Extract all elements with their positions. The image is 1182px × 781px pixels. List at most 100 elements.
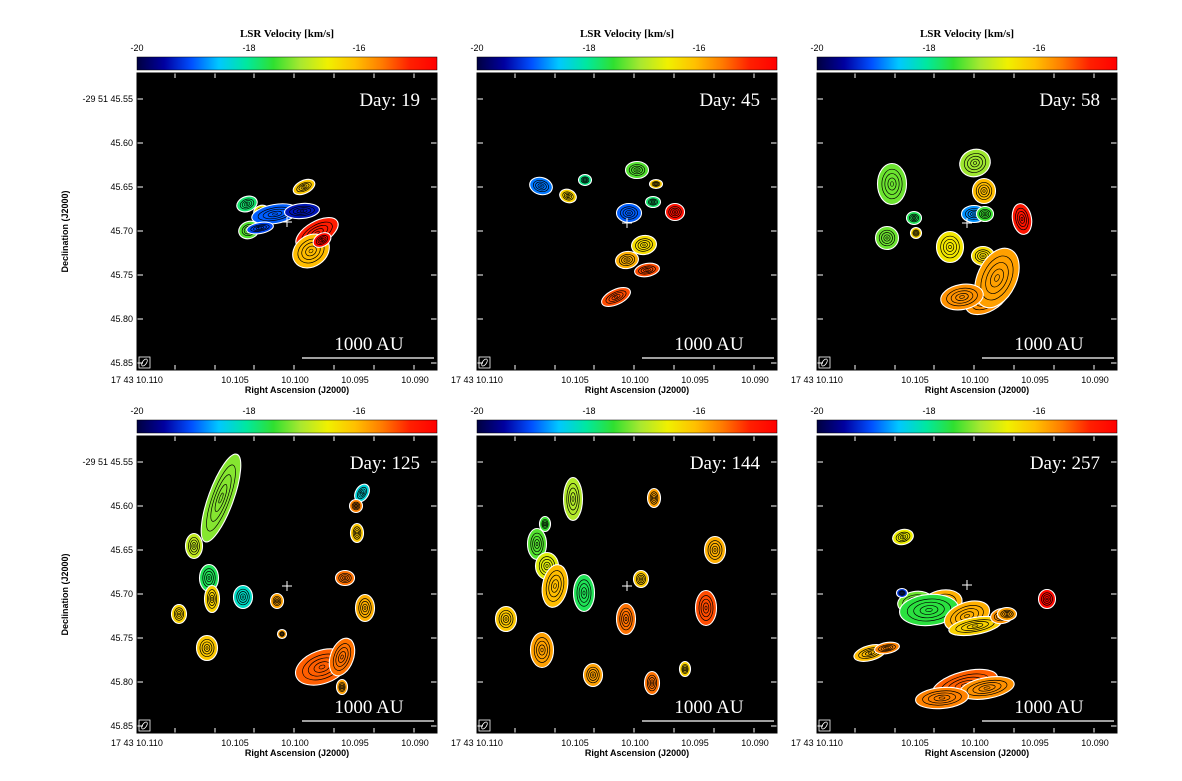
maser-spot [348,498,364,514]
x-axis-label: Right Ascension (J2000) [925,748,1029,758]
scale-bar-label: 1000 AU [334,334,403,355]
y-tick-label: -29 51 45.55 [82,457,133,467]
maser-spot [643,670,661,696]
maser-spot [529,176,553,196]
maser-spot [198,563,220,593]
colorbar [816,56,1118,71]
day-label: Day: 45 [699,90,760,111]
x-tick-label: 10.095 [341,375,369,385]
beam-box [478,719,491,732]
colorbar [476,56,778,71]
maser-spot [284,202,320,220]
x-axis-label: Right Ascension (J2000) [925,385,1029,395]
maser-spot [909,226,923,240]
maser-spots [874,148,1033,316]
colorbar-tick-label: -16 [1032,43,1045,53]
maser-spot [349,522,365,544]
scale-bar-label: 1000 AU [674,334,743,355]
day-label: Day: 144 [690,453,761,474]
maser-spot [526,527,548,561]
maser-spot [646,487,662,509]
maser-spot [678,660,692,678]
day-label: Day: 19 [359,90,420,111]
maser-spot [971,177,997,205]
maser-spots [529,160,686,307]
day-label: Day: 58 [1039,90,1100,111]
x-tick-label: 10.090 [1081,375,1109,385]
maser-spot [905,210,923,226]
x-axis-label: Right Ascension (J2000) [245,385,349,395]
y-tick-label: 45.65 [110,545,133,555]
maser-spot [232,584,254,610]
colorbar-title: LSR Velocity [km/s] [580,28,674,40]
x-tick-label: 10.090 [1081,738,1109,748]
colorbar-tick-label: -18 [922,43,935,53]
maser-spot [529,631,555,669]
map-frame [476,435,778,734]
panel-5: -20 -18 -16 Day: 144 1000 AU 17 43 10.110 10.1… [451,406,778,758]
maser-spot [292,178,316,196]
colorbar [136,56,438,71]
colorbar-tick-label: -16 [352,43,365,53]
scale-bar-label: 1000 AU [1014,334,1083,355]
maser-spot [959,148,991,178]
maser-spot [615,250,639,270]
colorbar-tick-label: -18 [922,406,935,416]
maser-spots [853,528,1057,710]
maser-spot [634,262,660,278]
maser-spot [195,634,219,662]
maser-spot [562,476,584,522]
panel-4: -20 -18 -16 Day: 125 1000 AU -29 51 45.55 45.6… [60,406,438,758]
beam-ellipse [481,721,488,730]
x-axis-label: Right Ascension (J2000) [585,385,689,395]
colorbar-tick-label: -16 [352,406,365,416]
maser-spots [236,178,339,269]
maser-spot [541,564,569,608]
panel-2: LSR Velocity [km/s] -20 -18 -16 Day: 45 1000 … [451,28,778,395]
beam-ellipse [481,358,488,367]
x-tick-label: 10.090 [741,375,769,385]
y-tick-label: 45.70 [110,226,133,236]
maser-spot [703,535,727,565]
maser-spot [996,606,1018,622]
maser-spot [577,173,593,187]
y-axis-label: Declination (J2000) [60,190,70,272]
maser-spot [200,453,242,543]
x-tick-label: 10.105 [561,375,589,385]
maser-spot [334,569,356,587]
maser-spot [664,202,686,222]
y-tick-label: 45.60 [110,501,133,511]
y-tick-label: 45.80 [110,677,133,687]
scale-bar-label: 1000 AU [674,697,743,718]
maser-spot [269,592,285,610]
maser-spot [940,283,984,311]
map-frame [136,435,438,734]
maser-spot [572,573,596,613]
maser-spot [874,641,900,655]
colorbar-tick-label: -20 [130,406,143,416]
panel-1: LSR Velocity [km/s] -20 -18 -16 Day: 19 1000 … [60,28,438,395]
maser-spot [335,678,349,696]
beam-ellipse [821,358,828,367]
maser-spot [899,593,959,627]
x-tick-label: 10.105 [221,375,249,385]
y-tick-label: 45.75 [110,270,133,280]
y-tick-label: 45.65 [110,182,133,192]
colorbar-tick-label: -16 [692,43,705,53]
maser-spot [632,569,650,589]
maser-spot [974,247,1020,309]
maser-spot [559,188,577,204]
maser-spot [935,230,965,264]
y-axis-label: Declination (J2000) [60,553,70,635]
colorbar-tick-label: -16 [692,406,705,416]
x-tick-label: 10.105 [901,375,929,385]
x-tick-label: 17 43 10.110 [791,738,843,748]
x-tick-label: 10.095 [1021,738,1049,748]
colorbar-tick-label: -16 [1032,406,1045,416]
maser-spot [184,532,204,560]
maser-spot [892,528,914,546]
maser-spot [915,686,969,710]
map-frame [136,72,438,371]
maser-spot [1037,588,1057,610]
